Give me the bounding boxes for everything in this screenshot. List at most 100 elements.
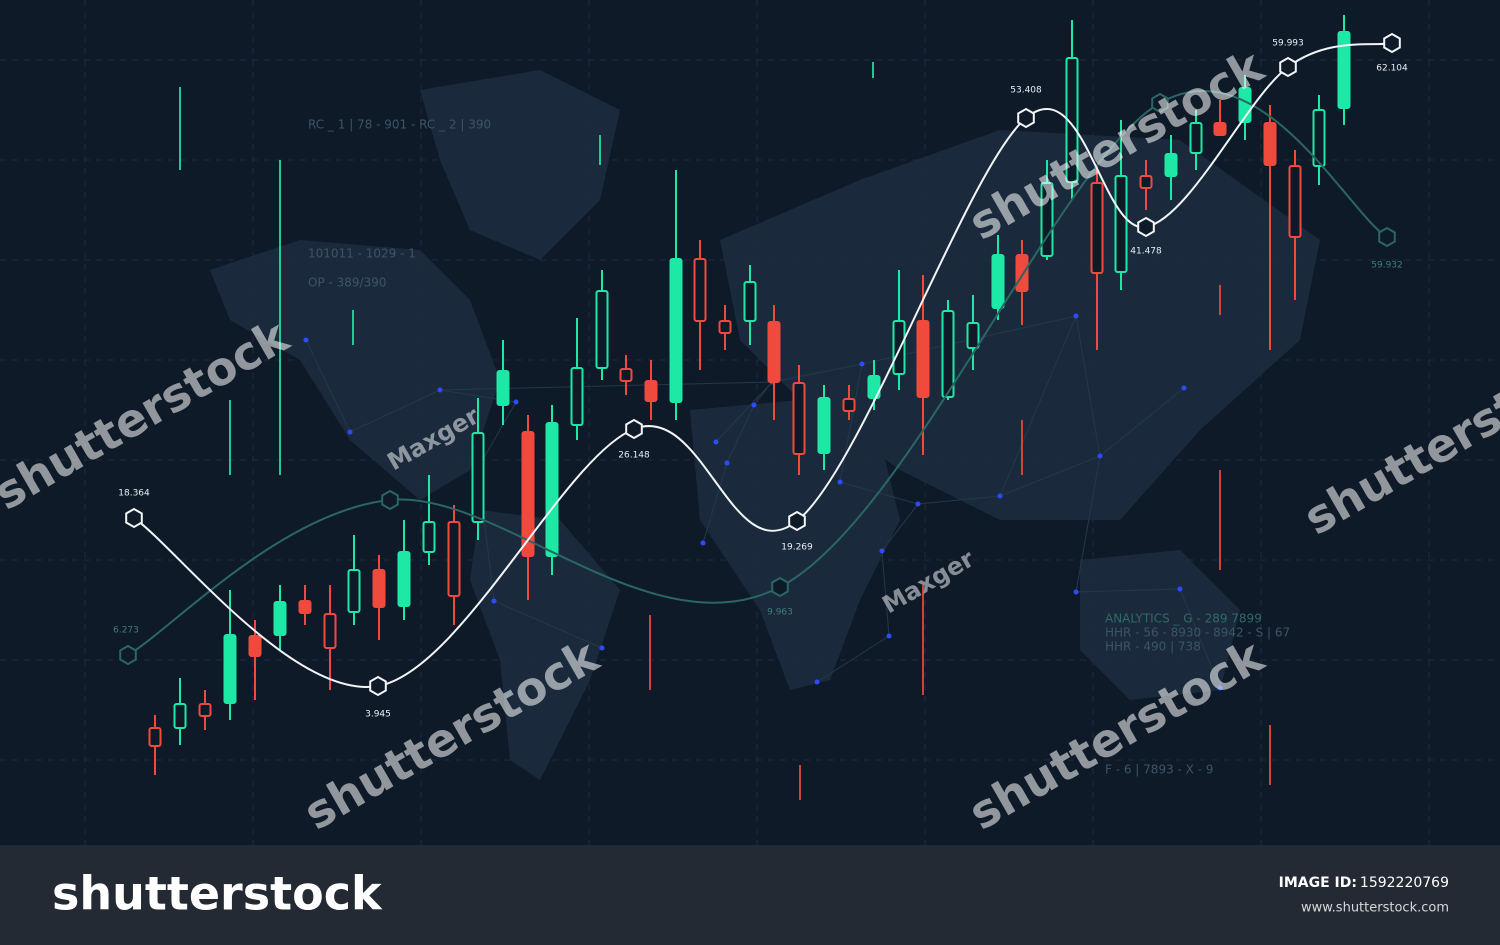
candle-body [1040,182,1054,257]
image-id: 1592220769 [1360,875,1449,891]
code-text: HHR - 56 - 8930 - 8942 - S | 67 [1105,626,1290,640]
point-label: 62.104 [1376,64,1408,74]
code-text: ANALYTICS _ G - 289 7899 [1105,612,1262,626]
code-text: HHR - 490 | 738 [1105,640,1201,654]
candle-body [718,320,732,334]
candle-body [1139,175,1153,189]
candle-body [644,380,658,402]
line-point [381,489,399,511]
line-point [369,675,387,697]
candle-body [397,551,411,607]
network-link [917,495,1001,505]
candle-body [767,321,781,383]
line-point [119,644,137,666]
point-label: 9.963 [767,608,793,618]
continent [1080,550,1240,700]
network-node [599,645,605,651]
network-node [879,548,885,554]
candle-body [867,375,881,399]
secondary-line [127,89,1388,656]
network-link [726,404,755,464]
network-node [303,337,309,343]
network-link [771,363,863,383]
lines: 6.273 9.963 59.932 18.364 3.945 26.148 19.269 5… [113,32,1408,720]
network-link [439,381,773,391]
candle-body [892,320,906,375]
candle-body [347,569,361,613]
candle-body [148,727,162,747]
line-point [1137,216,1155,238]
candle-body [916,320,930,398]
line-point [1383,32,1401,54]
continent [720,130,1320,520]
network-link [1099,387,1185,457]
code-text: RC _ 1 | 78 - 901 - RC _ 2 | 390 [308,118,491,132]
line-point [125,507,143,529]
point-label: 6.273 [113,626,139,636]
network-link [999,315,1077,497]
candle-body [323,613,337,649]
line-point [1378,226,1396,248]
candle-body [991,254,1005,309]
continent [470,510,620,780]
candle-body [817,397,831,454]
network-link [1075,315,1101,457]
network-link [839,363,863,483]
footer-logo: shutterstock [52,867,383,921]
world-map [210,70,1320,780]
candle-body [496,370,510,406]
network-node [837,479,843,485]
continent [210,240,500,500]
network-node [859,361,865,367]
network-node [437,387,443,393]
candle-body [298,600,312,614]
footer-bar [0,845,1500,945]
network-node [491,598,497,604]
candle-body [619,368,633,382]
point-label: 59.932 [1371,261,1403,271]
candle-body [1288,165,1302,238]
point-label: 41.478 [1130,247,1162,257]
background-grid [0,0,1500,845]
network-link [349,389,441,433]
network-node [1073,313,1079,319]
code-text: F - 6 | 7893 - X - 9 [1105,763,1213,777]
network-link [1075,588,1181,593]
network-link [702,462,728,544]
network-node [1181,385,1187,391]
candle-body [173,703,187,729]
image-id-label: IMAGE ID: [1279,875,1357,891]
network-node [751,402,757,408]
candle-body [248,635,262,657]
network-node [513,399,519,405]
candle-body [521,431,535,557]
candle-body [1337,31,1351,109]
code-text: OP - 389/390 [308,276,387,290]
line-point [625,418,643,440]
candle-body [1189,122,1203,154]
network-node [724,460,730,466]
candle-body [1090,182,1104,274]
network-node [1097,453,1103,459]
candle-body [372,569,386,608]
line-point [1017,107,1035,129]
candle-body [1114,175,1128,273]
candle-body [1312,109,1326,167]
footer-url: www.shutterstock.com [1301,901,1449,916]
network-node [1177,586,1183,592]
candle-body [842,398,856,412]
candle-body [471,432,485,523]
point-label: 59.993 [1272,39,1304,49]
code-text: 101011 - 1029 - 1 [308,247,416,261]
network-link [881,503,919,552]
network-node [915,501,921,507]
line-point [788,510,806,532]
network-node [347,429,353,435]
line-point [1279,56,1297,78]
candle-body [1065,57,1079,183]
candle-body [1164,153,1178,177]
network-node [1217,685,1223,691]
continent [420,70,620,260]
